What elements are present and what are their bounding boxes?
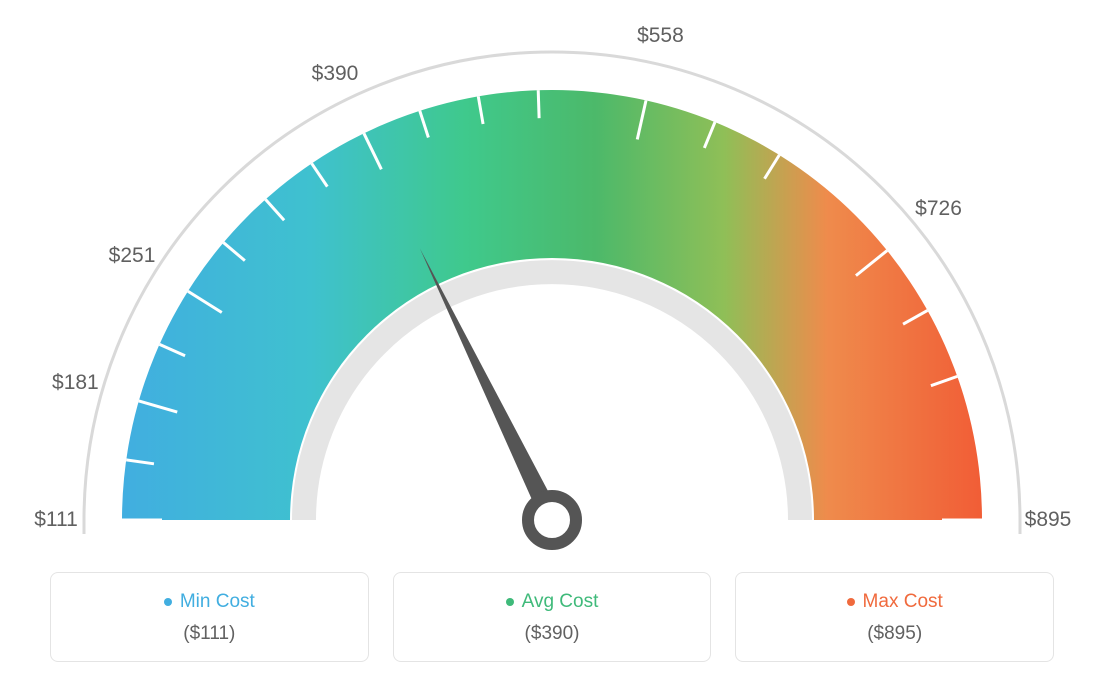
legend-label-min: Min Cost [164, 591, 255, 613]
gauge-tick-label: $111 [34, 508, 78, 532]
gauge-tick-label: $181 [52, 371, 99, 395]
gauge-tick-label: $390 [312, 62, 359, 86]
gauge-tick-label: $251 [109, 244, 156, 268]
gauge-tick-label: $726 [915, 197, 962, 221]
legend-row: Min Cost ($111) Avg Cost ($390) Max Cost… [50, 572, 1054, 662]
legend-value-min: ($111) [61, 623, 358, 645]
legend-text-max: Max Cost [863, 591, 943, 613]
gauge-tick-label: $895 [1025, 508, 1072, 532]
legend-card-avg: Avg Cost ($390) [393, 572, 712, 662]
legend-card-min: Min Cost ($111) [50, 572, 369, 662]
legend-value-max: ($895) [746, 623, 1043, 645]
legend-card-max: Max Cost ($895) [735, 572, 1054, 662]
cost-gauge-container: $111 $181 $251 $390 $558 $726 $895 Min Cost ($… [0, 0, 1104, 690]
legend-value-avg: ($390) [404, 623, 701, 645]
gauge-chart: $111 $181 $251 $390 $558 $726 $895 [0, 0, 1104, 560]
gauge-svg [0, 0, 1104, 560]
legend-dot-min [164, 598, 172, 606]
legend-text-min: Min Cost [180, 591, 255, 613]
legend-label-max: Max Cost [847, 591, 943, 613]
legend-dot-avg [506, 598, 514, 606]
legend-dot-max [847, 598, 855, 606]
gauge-tick-label: $558 [637, 24, 684, 48]
legend-text-avg: Avg Cost [522, 591, 599, 613]
legend-label-avg: Avg Cost [506, 591, 599, 613]
